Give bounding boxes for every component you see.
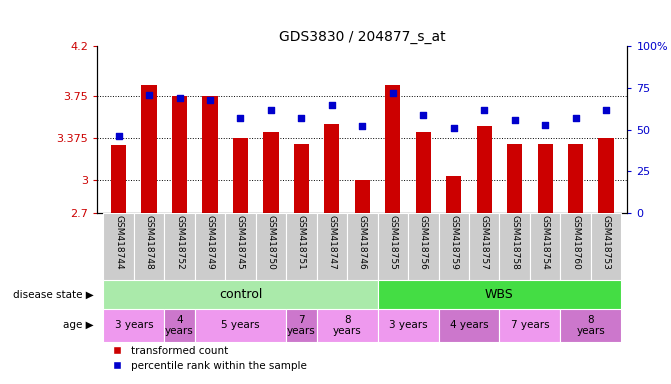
Text: 4
years: 4 years bbox=[165, 314, 194, 336]
Bar bbox=[203, 96, 217, 213]
Bar bbox=[233, 138, 248, 213]
Bar bbox=[195, 309, 286, 342]
Bar bbox=[317, 213, 347, 280]
Bar bbox=[560, 213, 591, 280]
Bar bbox=[103, 213, 134, 280]
Text: GSM418754: GSM418754 bbox=[541, 215, 550, 270]
Text: GSM418745: GSM418745 bbox=[236, 215, 245, 270]
Text: GSM418746: GSM418746 bbox=[358, 215, 367, 270]
Bar bbox=[103, 280, 378, 309]
Bar bbox=[415, 132, 431, 213]
Bar bbox=[530, 213, 560, 280]
Bar bbox=[134, 213, 164, 280]
Text: GSM418759: GSM418759 bbox=[450, 215, 458, 270]
Point bbox=[387, 90, 398, 96]
Bar bbox=[172, 96, 187, 213]
Text: GSM418755: GSM418755 bbox=[389, 215, 397, 270]
Bar bbox=[256, 213, 286, 280]
Title: GDS3830 / 204877_s_at: GDS3830 / 204877_s_at bbox=[279, 30, 446, 44]
Text: age ▶: age ▶ bbox=[63, 320, 94, 331]
Text: GSM418751: GSM418751 bbox=[297, 215, 306, 270]
Text: WBS: WBS bbox=[485, 288, 514, 301]
Point bbox=[144, 91, 154, 98]
Text: GSM418758: GSM418758 bbox=[510, 215, 519, 270]
Bar bbox=[537, 144, 553, 213]
Text: 4 years: 4 years bbox=[450, 320, 488, 331]
Point bbox=[539, 121, 550, 127]
Text: 8
years: 8 years bbox=[576, 314, 605, 336]
Text: 5 years: 5 years bbox=[221, 320, 260, 331]
Text: GSM418760: GSM418760 bbox=[571, 215, 580, 270]
Point bbox=[448, 125, 459, 131]
Text: 7 years: 7 years bbox=[511, 320, 549, 331]
Point bbox=[296, 115, 307, 121]
Bar bbox=[446, 176, 462, 213]
Bar bbox=[164, 309, 195, 342]
Text: 3 years: 3 years bbox=[389, 320, 427, 331]
Bar bbox=[142, 85, 157, 213]
Text: 3 years: 3 years bbox=[115, 320, 153, 331]
Point bbox=[174, 95, 185, 101]
Bar bbox=[507, 144, 522, 213]
Legend: transformed count, percentile rank within the sample: transformed count, percentile rank withi… bbox=[103, 341, 311, 375]
Bar bbox=[439, 213, 469, 280]
Bar bbox=[317, 309, 378, 342]
Text: GSM418757: GSM418757 bbox=[480, 215, 488, 270]
Bar bbox=[591, 213, 621, 280]
Text: GSM418752: GSM418752 bbox=[175, 215, 184, 270]
Bar bbox=[111, 145, 126, 213]
Bar bbox=[164, 213, 195, 280]
Bar bbox=[195, 213, 225, 280]
Bar bbox=[294, 144, 309, 213]
Bar bbox=[355, 180, 370, 213]
Bar bbox=[225, 213, 256, 280]
Bar bbox=[469, 213, 499, 280]
Bar bbox=[347, 213, 378, 280]
Bar bbox=[378, 309, 439, 342]
Text: 8
years: 8 years bbox=[333, 314, 362, 336]
Point bbox=[601, 106, 611, 113]
Bar bbox=[385, 85, 401, 213]
Bar bbox=[568, 144, 583, 213]
Text: GSM418756: GSM418756 bbox=[419, 215, 428, 270]
Point bbox=[418, 111, 429, 118]
Bar bbox=[599, 138, 614, 213]
Bar bbox=[408, 213, 439, 280]
Bar bbox=[324, 124, 340, 213]
Bar bbox=[560, 309, 621, 342]
Bar bbox=[439, 309, 499, 342]
Text: disease state ▶: disease state ▶ bbox=[13, 290, 94, 300]
Bar bbox=[103, 309, 164, 342]
Text: GSM418753: GSM418753 bbox=[602, 215, 611, 270]
Point bbox=[235, 115, 246, 121]
Bar bbox=[499, 309, 560, 342]
Bar bbox=[499, 213, 530, 280]
Point bbox=[327, 101, 338, 108]
Bar bbox=[378, 280, 621, 309]
Point bbox=[479, 106, 490, 113]
Point bbox=[266, 106, 276, 113]
Text: GSM418749: GSM418749 bbox=[205, 215, 215, 270]
Point bbox=[205, 96, 215, 103]
Text: control: control bbox=[219, 288, 262, 301]
Text: GSM418744: GSM418744 bbox=[114, 215, 123, 270]
Text: GSM418748: GSM418748 bbox=[144, 215, 154, 270]
Point bbox=[570, 115, 581, 121]
Point bbox=[113, 133, 124, 139]
Text: GSM418750: GSM418750 bbox=[266, 215, 275, 270]
Bar bbox=[476, 126, 492, 213]
Text: GSM418747: GSM418747 bbox=[327, 215, 336, 270]
Bar bbox=[286, 213, 317, 280]
Point bbox=[357, 123, 368, 129]
Text: 7
years: 7 years bbox=[287, 314, 316, 336]
Point bbox=[509, 116, 520, 122]
Bar bbox=[286, 309, 317, 342]
Bar bbox=[378, 213, 408, 280]
Bar bbox=[263, 132, 278, 213]
